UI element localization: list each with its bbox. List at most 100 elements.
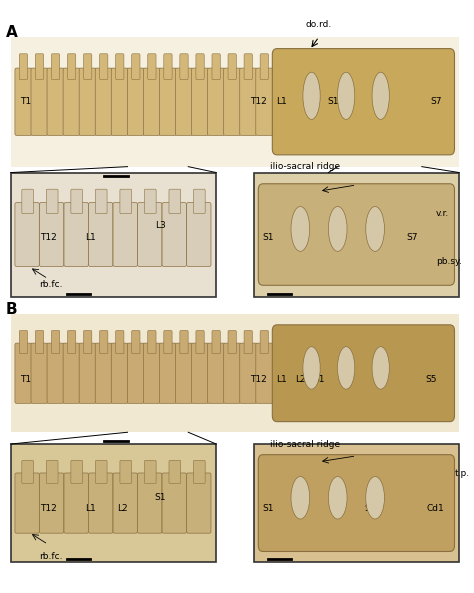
FancyBboxPatch shape: [95, 189, 107, 213]
Text: t.p.: t.p.: [455, 469, 470, 478]
Text: L1: L1: [85, 505, 96, 514]
FancyBboxPatch shape: [258, 184, 455, 285]
Ellipse shape: [366, 206, 384, 251]
Text: S1: S1: [155, 493, 166, 502]
FancyBboxPatch shape: [111, 343, 128, 403]
FancyBboxPatch shape: [39, 473, 64, 533]
Text: S1: S1: [262, 233, 273, 242]
FancyBboxPatch shape: [71, 189, 82, 213]
FancyBboxPatch shape: [36, 330, 44, 353]
FancyBboxPatch shape: [31, 68, 48, 135]
FancyBboxPatch shape: [67, 54, 76, 79]
FancyBboxPatch shape: [116, 54, 124, 79]
FancyBboxPatch shape: [36, 54, 44, 79]
FancyBboxPatch shape: [111, 68, 128, 135]
FancyBboxPatch shape: [46, 460, 58, 483]
FancyBboxPatch shape: [159, 343, 176, 403]
FancyBboxPatch shape: [19, 330, 27, 353]
FancyBboxPatch shape: [208, 343, 225, 403]
FancyBboxPatch shape: [196, 54, 204, 79]
FancyBboxPatch shape: [148, 330, 156, 353]
FancyBboxPatch shape: [120, 460, 132, 483]
Ellipse shape: [291, 477, 310, 519]
FancyBboxPatch shape: [22, 189, 34, 213]
FancyBboxPatch shape: [83, 330, 92, 353]
Text: do.rd.: do.rd.: [306, 21, 332, 30]
FancyBboxPatch shape: [31, 343, 48, 403]
Ellipse shape: [328, 206, 347, 251]
FancyBboxPatch shape: [63, 343, 80, 403]
FancyBboxPatch shape: [244, 54, 252, 79]
FancyBboxPatch shape: [120, 189, 132, 213]
FancyBboxPatch shape: [212, 330, 220, 353]
Text: v.r.: v.r.: [436, 209, 449, 218]
FancyBboxPatch shape: [51, 54, 60, 79]
FancyBboxPatch shape: [132, 330, 140, 353]
FancyBboxPatch shape: [46, 189, 58, 213]
FancyBboxPatch shape: [79, 343, 96, 403]
FancyBboxPatch shape: [273, 325, 455, 422]
FancyBboxPatch shape: [187, 203, 211, 266]
Bar: [254, 444, 459, 562]
FancyBboxPatch shape: [64, 473, 88, 533]
FancyBboxPatch shape: [22, 460, 34, 483]
FancyBboxPatch shape: [240, 343, 256, 403]
Ellipse shape: [303, 347, 320, 389]
FancyBboxPatch shape: [137, 473, 162, 533]
FancyBboxPatch shape: [100, 330, 108, 353]
Text: pb.sy.: pb.sy.: [436, 257, 462, 266]
FancyBboxPatch shape: [164, 54, 172, 79]
Text: L1: L1: [276, 375, 287, 384]
FancyBboxPatch shape: [67, 330, 76, 353]
FancyBboxPatch shape: [169, 460, 181, 483]
Ellipse shape: [366, 477, 384, 519]
FancyBboxPatch shape: [191, 68, 209, 135]
FancyBboxPatch shape: [51, 330, 60, 353]
Text: L1: L1: [276, 97, 287, 106]
Bar: [254, 173, 459, 296]
Text: ilio-sacral ridge: ilio-sacral ridge: [270, 162, 340, 171]
FancyBboxPatch shape: [63, 68, 80, 135]
FancyBboxPatch shape: [256, 343, 273, 403]
FancyBboxPatch shape: [145, 189, 156, 213]
Text: rb.fc.: rb.fc.: [39, 551, 62, 561]
Text: L3: L3: [155, 221, 165, 230]
FancyBboxPatch shape: [175, 68, 192, 135]
Text: L3: L3: [309, 97, 320, 106]
FancyBboxPatch shape: [64, 203, 88, 266]
FancyBboxPatch shape: [224, 343, 241, 403]
Ellipse shape: [372, 72, 389, 119]
Text: L1: L1: [85, 233, 96, 242]
Ellipse shape: [372, 347, 389, 389]
FancyBboxPatch shape: [244, 330, 252, 353]
Bar: [11, 314, 459, 432]
Text: T12: T12: [250, 97, 267, 106]
FancyBboxPatch shape: [175, 343, 192, 403]
FancyBboxPatch shape: [47, 343, 64, 403]
FancyBboxPatch shape: [260, 330, 268, 353]
FancyBboxPatch shape: [113, 473, 137, 533]
FancyBboxPatch shape: [79, 68, 96, 135]
FancyBboxPatch shape: [128, 343, 144, 403]
Text: T12: T12: [40, 505, 56, 514]
Text: ilio-sacral ridge: ilio-sacral ridge: [270, 439, 340, 448]
FancyBboxPatch shape: [71, 460, 82, 483]
FancyBboxPatch shape: [145, 460, 156, 483]
Text: rb.fc.: rb.fc.: [39, 280, 62, 289]
Ellipse shape: [303, 72, 320, 119]
FancyBboxPatch shape: [39, 203, 64, 266]
Ellipse shape: [291, 206, 310, 251]
FancyBboxPatch shape: [144, 343, 160, 403]
FancyBboxPatch shape: [240, 68, 256, 135]
FancyBboxPatch shape: [193, 189, 205, 213]
FancyBboxPatch shape: [169, 189, 181, 213]
FancyBboxPatch shape: [164, 330, 172, 353]
FancyBboxPatch shape: [180, 54, 188, 79]
Text: B: B: [6, 302, 18, 317]
FancyBboxPatch shape: [193, 460, 205, 483]
FancyBboxPatch shape: [228, 54, 237, 79]
Text: S1: S1: [327, 97, 339, 106]
FancyBboxPatch shape: [256, 68, 273, 135]
FancyBboxPatch shape: [228, 330, 237, 353]
Text: L2: L2: [118, 505, 128, 514]
